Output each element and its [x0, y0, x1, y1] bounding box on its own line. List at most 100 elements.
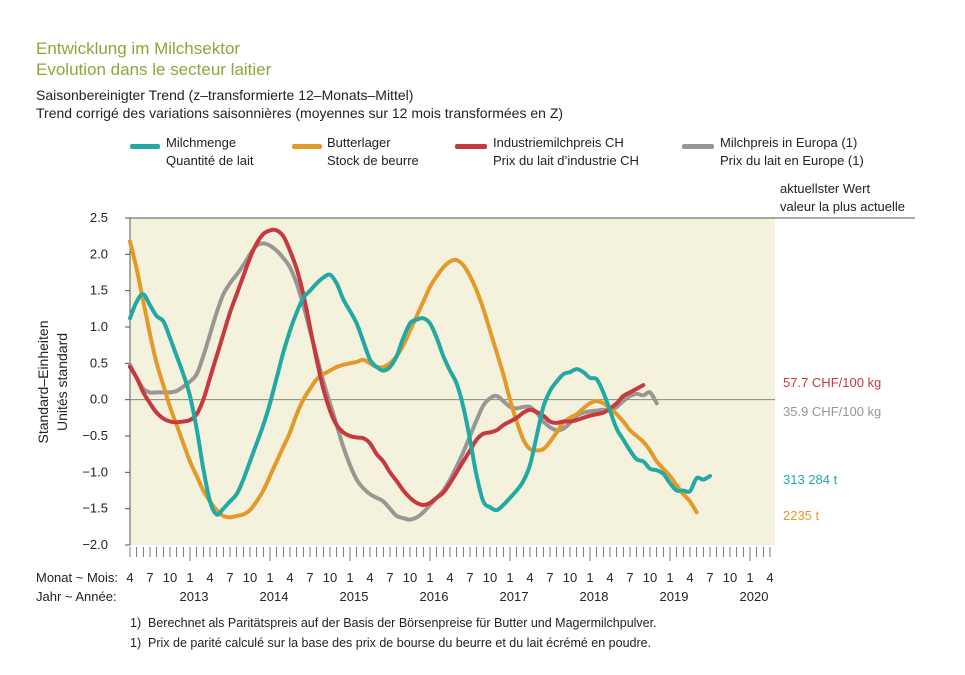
- legend-item-milk: Milchmenge Quantité de lait: [166, 134, 253, 170]
- legend-label-fr: Stock de beurre: [327, 153, 419, 168]
- y-tick-label: −1.0: [82, 464, 108, 479]
- month-axis-label: Monat ~ Mois:: [36, 570, 118, 585]
- y-tick-label: 0.0: [90, 392, 108, 407]
- month-tick-label: 4: [446, 570, 453, 585]
- month-tick-label: 7: [626, 570, 633, 585]
- end-value-labels: 313 284 t 2235 t 57.7 CHF/100 kg 35.9 CHF/1…: [783, 375, 881, 523]
- y-axis-label-de: Standard–Einheiten: [35, 321, 51, 444]
- month-tick-label: 1: [746, 570, 753, 585]
- month-tick-label: 1: [266, 570, 273, 585]
- footnote-text: Berechnet als Paritätspreis auf der Basi…: [148, 616, 657, 630]
- month-tick-label: 10: [563, 570, 577, 585]
- month-tick-label: 7: [546, 570, 553, 585]
- month-tick-label: 7: [226, 570, 233, 585]
- footnote-fr: 1) Prix de parité calculé sur la base des…: [130, 636, 651, 650]
- month-tick-label: 1: [586, 570, 593, 585]
- year-axis-label: Jahr ~ Année:: [36, 589, 117, 604]
- y-tick-label: 1.5: [90, 283, 108, 298]
- y-tick-label: 0.5: [90, 355, 108, 370]
- series-line: [128, 272, 712, 517]
- month-tick-labels: 4 7 10 1 4 7 10 1 4 7 10 1 4 7 10 1 4 7 10 1 4 7 10 1 4 7 10 1 4 7 10 1…: [126, 570, 773, 585]
- month-tick-label: 4: [286, 570, 293, 585]
- legend-swatch-milk: [130, 144, 160, 149]
- month-tick-label: 7: [466, 570, 473, 585]
- chart-subtitle: Saisonbereinigter Trend (z–transformiert…: [36, 86, 563, 122]
- legend-label-fr: Prix du lait en Europe (1): [720, 153, 864, 168]
- legend-label-de: Industriemilchpreis CH: [493, 135, 624, 150]
- month-tick-label: 10: [323, 570, 337, 585]
- y-tick-label: −1.5: [82, 501, 108, 516]
- legend-item-butter: Butterlager Stock de beurre: [327, 134, 419, 170]
- legend-label-de: Milchmenge: [166, 135, 237, 150]
- legend-label-fr: Prix du lait d’industrie CH: [493, 153, 639, 168]
- chart-title-de: Entwicklung im Milchsektor: [36, 39, 241, 58]
- legend-swatch-europe-price: [682, 144, 714, 149]
- footnote-de: 1) Berechnet als Paritätspreis auf der Ba…: [130, 616, 657, 630]
- latest-value-fr: valeur la plus actuelle: [780, 199, 906, 214]
- legend-item-industry-price: Industriemilchpreis CH Prix du lait d’in…: [493, 134, 639, 170]
- month-tick-label: 4: [766, 570, 773, 585]
- series-lines: [128, 227, 712, 522]
- month-tick-label: 1: [666, 570, 673, 585]
- year-tick-label: 2017: [500, 589, 529, 604]
- legend-swatch-butter: [292, 144, 322, 149]
- year-tick-label: 2020: [740, 589, 769, 604]
- year-tick-label: 2015: [340, 589, 369, 604]
- latest-value-heading: aktuellster Wert valeur la plus actuelle: [780, 180, 905, 216]
- latest-value-de: aktuellster Wert: [780, 181, 871, 196]
- y-tick-label: 2.0: [90, 246, 108, 261]
- chart-title-fr: Evolution dans le secteur laitier: [36, 60, 272, 79]
- legend-swatch-industry-price: [455, 144, 487, 149]
- month-tick-label: 1: [506, 570, 513, 585]
- legend-label-de: Milchpreis in Europa (1): [720, 135, 858, 150]
- plot-area: [130, 218, 775, 545]
- legend-item-europe-price: Milchpreis in Europa (1) Prix du lait en…: [720, 134, 864, 170]
- month-tick-label: 7: [706, 570, 713, 585]
- month-tick-label: 4: [206, 570, 213, 585]
- month-tick-label: 1: [186, 570, 193, 585]
- month-tick-label: 7: [306, 570, 313, 585]
- series-line: [128, 239, 699, 520]
- month-tick-label: 10: [163, 570, 177, 585]
- year-tick-label: 2013: [180, 589, 209, 604]
- month-tick-label: 4: [126, 570, 133, 585]
- year-tick-labels: 2013 2014 2015 2016 2017 2018 2019 2020: [180, 589, 769, 604]
- month-tick-label: 10: [403, 570, 417, 585]
- y-tick-labels: 2.5 2.0 1.5 1.0 0.5 0.0 −0.5 −1.0 −1.5 −2.0: [82, 210, 130, 552]
- month-tick-label: 1: [426, 570, 433, 585]
- month-tick-label: 10: [643, 570, 657, 585]
- series-line: [128, 227, 646, 507]
- x-tick-marks: [129, 547, 771, 561]
- month-tick-label: 1: [346, 570, 353, 585]
- footnote-text: Prix de parité calculé sur la base des p…: [148, 636, 652, 650]
- month-tick-label: 10: [723, 570, 737, 585]
- series-end-label: 2235 t: [783, 508, 820, 523]
- month-tick-label: 7: [386, 570, 393, 585]
- year-tick-label: 2016: [420, 589, 449, 604]
- series-end-label: 57.7 CHF/100 kg: [783, 375, 881, 390]
- footnote-number: 1): [130, 616, 142, 630]
- year-tick-label: 2018: [580, 589, 609, 604]
- chart-title: Entwicklung im Milchsektor Evolution dan…: [36, 38, 271, 80]
- series-end-label: 35.9 CHF/100 kg: [783, 404, 881, 419]
- month-tick-label: 10: [243, 570, 257, 585]
- y-axis-label-fr: Unités standard: [54, 333, 70, 431]
- month-tick-label: 4: [686, 570, 693, 585]
- year-tick-label: 2019: [660, 589, 689, 604]
- series-end-label: 313 284 t: [783, 472, 838, 487]
- month-tick-label: 4: [526, 570, 533, 585]
- chart-subtitle-de: Saisonbereinigter Trend (z–transformiert…: [36, 87, 414, 103]
- month-tick-label: 4: [366, 570, 373, 585]
- y-tick-label: −0.5: [82, 428, 108, 443]
- month-tick-label: 7: [146, 570, 153, 585]
- month-tick-label: 10: [483, 570, 497, 585]
- month-tick-label: 4: [606, 570, 613, 585]
- y-tick-label: −2.0: [82, 537, 108, 552]
- year-tick-label: 2014: [260, 589, 289, 604]
- legend-label-fr: Quantité de lait: [166, 153, 254, 168]
- footnote-number: 1): [130, 636, 142, 650]
- y-tick-label: 1.0: [90, 319, 108, 334]
- legend-label-de: Butterlager: [327, 135, 391, 150]
- chart-subtitle-fr: Trend corrigé des variations saisonnière…: [36, 105, 564, 121]
